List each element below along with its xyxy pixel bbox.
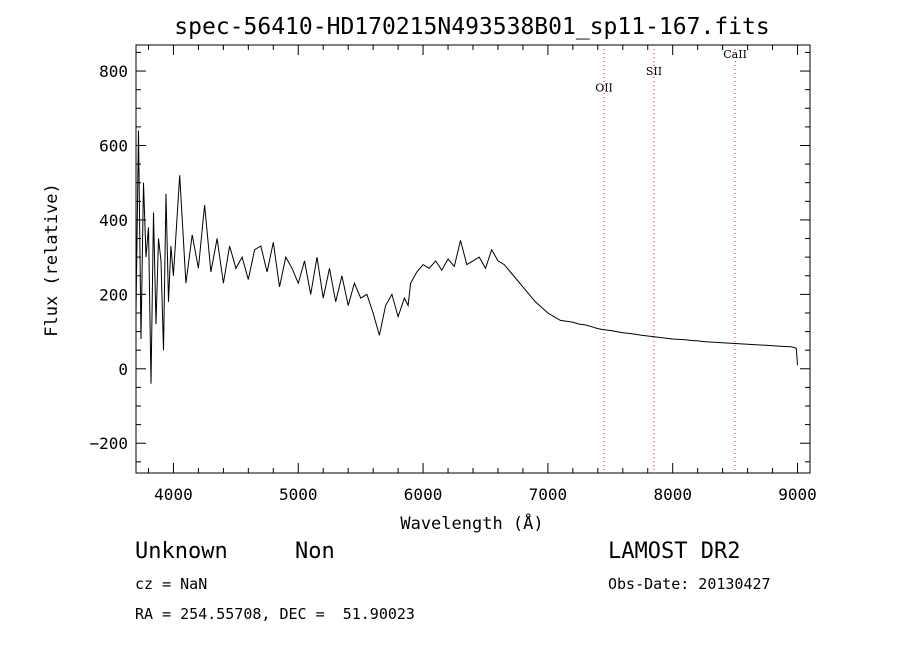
y-tick-label: −200 — [89, 434, 128, 453]
emission-line-label: OII — [595, 82, 613, 95]
emission-line-label: CaII — [723, 48, 747, 61]
y-tick-label: 800 — [99, 62, 128, 81]
y-tick-label: 400 — [99, 211, 128, 230]
object-class: Unknown — [135, 539, 228, 564]
x-tick-label: 5000 — [279, 485, 318, 504]
y-tick-label: 0 — [118, 360, 128, 379]
y-axis: −200 0 200 400 600 800 — [89, 51, 810, 463]
emission-line-markers: OII SII CaII — [595, 45, 747, 473]
redshift-label: cz = NaN — [135, 575, 208, 593]
x-tick-label: 7000 — [529, 485, 568, 504]
emission-line-label: SII — [646, 65, 662, 78]
x-tick-label: 4000 — [154, 485, 193, 504]
plot-frame — [135, 44, 811, 474]
x-tick-label: 8000 — [653, 485, 692, 504]
object-subclass: Non — [295, 539, 335, 564]
y-tick-label: 200 — [99, 285, 128, 304]
spectrum-series — [135, 130, 798, 384]
plot-border — [135, 44, 811, 474]
coordinates: RA = 254.55708, DEC = 51.90023 — [135, 605, 415, 623]
x-axis-label: Wavelength (Å) — [400, 512, 543, 534]
x-axis: 4000 5000 6000 7000 8000 9000 — [147, 45, 817, 504]
y-axis-label: Flux (relative) — [42, 183, 62, 337]
chart-title: spec-56410-HD170215N493538B01_sp11-167.f… — [174, 14, 769, 40]
observation-date: Obs-Date: 20130427 — [608, 575, 771, 593]
x-tick-label: 9000 — [778, 485, 817, 504]
y-tick-label: 600 — [99, 136, 128, 155]
x-tick-label: 6000 — [404, 485, 443, 504]
spectrum-line — [135, 130, 798, 384]
survey-name: LAMOST DR2 — [608, 539, 741, 564]
